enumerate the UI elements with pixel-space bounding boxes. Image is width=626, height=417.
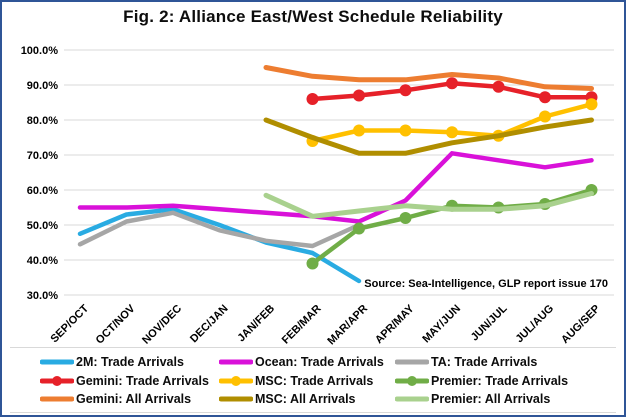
series-point-gemini-trade-arrivals: [306, 93, 319, 105]
series-line-premier-all-arrivals: [263, 191, 594, 219]
legend-item-premier-all-arrivals: Premier: All Arrivals: [395, 390, 616, 408]
x-tick-label: MAR/APR: [325, 303, 370, 347]
source-note: Source: Sea-Intelligence, GLP report iss…: [364, 278, 608, 290]
series-point-msc-trade-arrivals: [353, 124, 365, 137]
series-point-msc-trade-arrivals: [539, 110, 551, 123]
y-tick-label: 70.0%: [27, 150, 58, 162]
legend-swatch-icon: [219, 375, 253, 386]
legend-swatch-icon: [40, 396, 74, 402]
legend-label: Ocean: Trade Arrivals: [255, 355, 384, 369]
series-point-premier-trade-arrivals: [353, 222, 365, 235]
series-line-2m-trade-arrivals: [77, 207, 362, 284]
series-line-ocean-trade-arrivals: [77, 151, 594, 224]
legend-swatch-icon: [40, 359, 74, 365]
x-tick-label: AUG/SEP: [559, 303, 602, 346]
series-point-gemini-trade-arrivals: [539, 91, 551, 104]
x-tick-label: APR/MAY: [373, 302, 417, 346]
y-tick-label: 50.0%: [27, 220, 58, 232]
chart-title: Fig. 2: Alliance East/West Schedule Reli…: [123, 7, 503, 26]
x-tick-label: JAN/FEB: [235, 303, 277, 345]
x-tick-label: SEP/OCT: [48, 302, 91, 345]
legend-label: 2M: Trade Arrivals: [76, 355, 184, 369]
legend-label: Gemini: Trade Arrivals: [76, 373, 209, 388]
legend-item-ta-trade-arrivals: TA: Trade Arrivals: [395, 353, 616, 371]
series-point-gemini-trade-arrivals: [353, 89, 365, 102]
y-tick-label: 100.0%: [21, 45, 59, 57]
legend-swatch-icon: [40, 375, 74, 386]
series-point-msc-trade-arrivals: [446, 126, 458, 139]
legend-label: MSC: Trade Arrivals: [255, 373, 374, 388]
legend-label: Premier: Trade Arrivals: [431, 373, 569, 388]
y-tick-label: 40.0%: [27, 255, 58, 267]
series-point-gemini-trade-arrivals: [399, 84, 412, 97]
y-tick-label: 60.0%: [27, 185, 58, 197]
legend-item-gemini-all-arrivals: Gemini: All Arrivals: [40, 390, 219, 408]
y-tick-label: 90.0%: [27, 80, 58, 92]
series-point-msc-trade-arrivals: [399, 124, 412, 137]
legend: 2M: Trade Arrivals Ocean: Trade Arrivals T…: [10, 347, 616, 413]
x-tick-label: JUL/AUG: [513, 303, 556, 346]
series-point-msc-trade-arrivals: [585, 98, 598, 111]
x-tick-label: MAY/JUN: [420, 303, 463, 346]
legend-swatch-icon: [219, 396, 253, 402]
x-tick-label: FEB/MAR: [280, 303, 324, 347]
series-line-gemini-all-arrivals: [263, 65, 594, 91]
legend-label: Gemini: All Arrivals: [76, 392, 192, 406]
y-tick-label: 80.0%: [27, 115, 58, 127]
x-tick-label: JUN/JUL: [469, 302, 510, 343]
legend-label: MSC: All Arrivals: [255, 392, 356, 406]
legend-label: TA: Trade Arrivals: [431, 355, 538, 369]
series-point-gemini-trade-arrivals: [492, 80, 505, 93]
x-tick-label: DEC/JAN: [188, 303, 231, 346]
legend-swatch-icon: [395, 396, 429, 402]
legend-item-premier-trade-arrivals: Premier: Trade Arrivals: [395, 372, 616, 390]
legend-item-msc-all-arrivals: MSC: All Arrivals: [219, 390, 395, 408]
series-point-gemini-trade-arrivals: [446, 77, 458, 90]
series-point-premier-trade-arrivals: [399, 212, 412, 224]
plot-area: 100.0% 90.0% 80.0% 70.0% 60.0% 50.0% 40.0% 30.0…: [21, 45, 614, 347]
legend-swatch-icon: [395, 375, 429, 386]
legend-item-gemini-trade-arrivals: Gemini: Trade Arrivals: [40, 372, 219, 390]
legend-item-ocean-trade-arrivals: Ocean: Trade Arrivals: [219, 353, 395, 371]
series-point-premier-trade-arrivals: [306, 257, 319, 270]
legend-label: Premier: All Arrivals: [431, 392, 551, 406]
y-tick-label: 30.0%: [27, 290, 58, 302]
series-line-ta-trade-arrivals: [77, 210, 362, 249]
x-tick-label: OCT/NOV: [94, 302, 138, 346]
series-line-msc-all-arrivals: [263, 117, 594, 156]
x-tick-label: NOV/DEC: [140, 303, 184, 347]
legend-swatch-icon: [219, 359, 253, 365]
legend-swatch-icon: [395, 359, 429, 365]
legend-item-2m-trade-arrivals: 2M: Trade Arrivals: [40, 353, 219, 371]
legend-item-msc-trade-arrivals: MSC: Trade Arrivals: [219, 372, 395, 390]
